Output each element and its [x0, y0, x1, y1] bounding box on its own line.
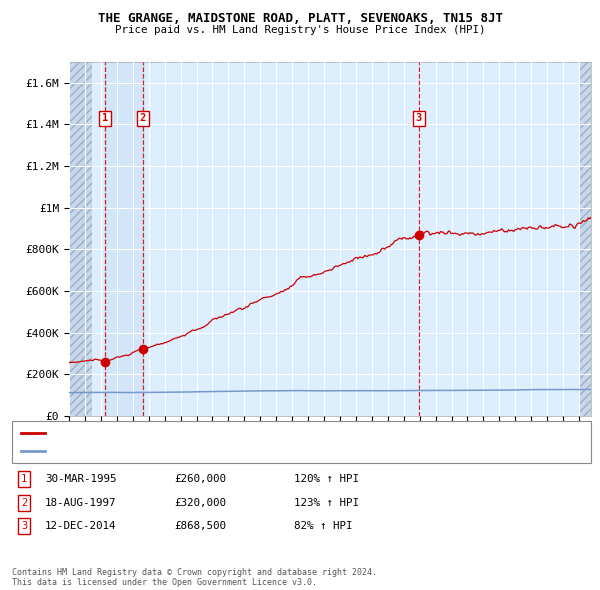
- Text: 123% ↑ HPI: 123% ↑ HPI: [294, 498, 359, 507]
- Text: 3: 3: [21, 522, 27, 531]
- Text: 12-DEC-2014: 12-DEC-2014: [45, 522, 116, 531]
- Text: 2: 2: [140, 113, 146, 123]
- Text: £260,000: £260,000: [174, 474, 226, 484]
- Text: 18-AUG-1997: 18-AUG-1997: [45, 498, 116, 507]
- Text: 30-MAR-1995: 30-MAR-1995: [45, 474, 116, 484]
- Bar: [580, 62, 591, 416]
- Text: Contains HM Land Registry data © Crown copyright and database right 2024.
This d: Contains HM Land Registry data © Crown c…: [12, 568, 377, 587]
- Text: THE GRANGE, MAIDSTONE ROAD, PLATT, SEVENOAKS, TN15 8JT: THE GRANGE, MAIDSTONE ROAD, PLATT, SEVEN…: [97, 12, 503, 25]
- Text: 1: 1: [21, 474, 27, 484]
- Text: 1: 1: [101, 113, 108, 123]
- Text: THE GRANGE, MAIDSTONE ROAD, PLATT, SEVENOAKS, TN15 8JT (detached house): THE GRANGE, MAIDSTONE ROAD, PLATT, SEVEN…: [48, 428, 456, 437]
- Bar: [69, 62, 92, 416]
- Text: HPI: Average price, detached house, Tonbridge and Malling: HPI: Average price, detached house, Tonb…: [48, 447, 376, 455]
- Text: 2: 2: [21, 498, 27, 507]
- Text: 120% ↑ HPI: 120% ↑ HPI: [294, 474, 359, 484]
- Text: £320,000: £320,000: [174, 498, 226, 507]
- Text: 3: 3: [416, 113, 422, 123]
- Text: £868,500: £868,500: [174, 522, 226, 531]
- Bar: [105, 62, 143, 416]
- Text: Price paid vs. HM Land Registry's House Price Index (HPI): Price paid vs. HM Land Registry's House …: [115, 25, 485, 35]
- Text: 82% ↑ HPI: 82% ↑ HPI: [294, 522, 353, 531]
